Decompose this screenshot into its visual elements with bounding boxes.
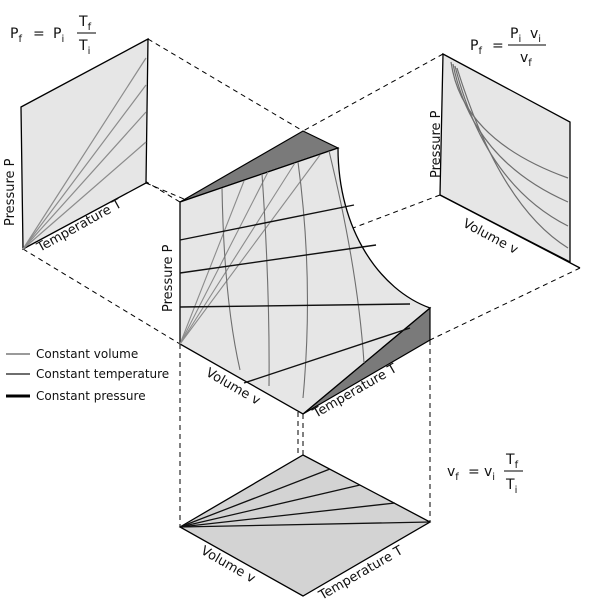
equation-pressure-temperature: Pf = Pi Tf Ti <box>10 14 96 57</box>
svg-text:Ti: Ti <box>505 477 517 496</box>
svg-text:Pf: Pf <box>10 26 22 45</box>
svg-text:=: = <box>33 26 45 42</box>
svg-text:Ti: Ti <box>78 38 90 57</box>
surface-constant-pressure-lines <box>179 204 411 384</box>
svg-text:=: = <box>492 38 504 54</box>
surface-plane <box>179 147 432 415</box>
pt-constant-volume-lines <box>22 57 147 250</box>
pv-pressure-label: Pressure P <box>429 110 444 178</box>
svg-text:vf: vf <box>520 50 532 69</box>
legend-label-constant-volume: Constant volume <box>36 347 138 361</box>
svg-text:Pf: Pf <box>470 38 482 57</box>
legend: Constant volume Constant temperature Con… <box>6 347 169 403</box>
vt-panel-plane <box>178 454 432 597</box>
legend-label-constant-pressure: Constant pressure <box>36 389 146 403</box>
svg-text:vi: vi <box>530 26 541 45</box>
pressure-volume-panel: Pressure P Volume v <box>429 52 581 269</box>
svg-text:Pi: Pi <box>510 26 521 45</box>
surface-constant-volume-lines <box>179 154 321 345</box>
surface-pressure-label: Pressure P <box>161 244 176 312</box>
surface-constant-temperature-lines <box>221 150 365 399</box>
legend-item-constant-temperature: Constant temperature <box>6 367 169 381</box>
equation-pressure-volume: Pf = Pi vi vf <box>470 26 546 69</box>
svg-text:Tf: Tf <box>505 452 519 471</box>
legend-label-constant-temperature: Constant temperature <box>36 367 169 381</box>
volume-temperature-panel: Volume v Temperature T <box>178 454 432 602</box>
equation-volume-temperature: vf = vi Tf Ti <box>447 452 523 496</box>
pv-panel-plane <box>439 52 571 264</box>
legend-item-constant-pressure: Constant pressure <box>6 389 146 403</box>
pvt-surface: Pressure P Volume v Temperature T <box>161 130 432 422</box>
svg-text:vi: vi <box>484 464 495 483</box>
pv-isotherms <box>450 61 569 249</box>
pv-volume-axis <box>439 194 581 269</box>
svg-text:=: = <box>468 464 480 480</box>
legend-item-constant-volume: Constant volume <box>6 347 138 361</box>
pressure-temperature-panel: Pressure P Temperature T <box>3 37 149 256</box>
vt-constant-pressure-lines <box>179 468 431 528</box>
pt-pressure-label: Pressure P <box>3 158 18 226</box>
svg-text:Tf: Tf <box>78 14 92 33</box>
svg-text:vf: vf <box>447 464 459 483</box>
svg-text:Pi: Pi <box>53 26 64 45</box>
pt-panel-plane <box>20 37 149 251</box>
